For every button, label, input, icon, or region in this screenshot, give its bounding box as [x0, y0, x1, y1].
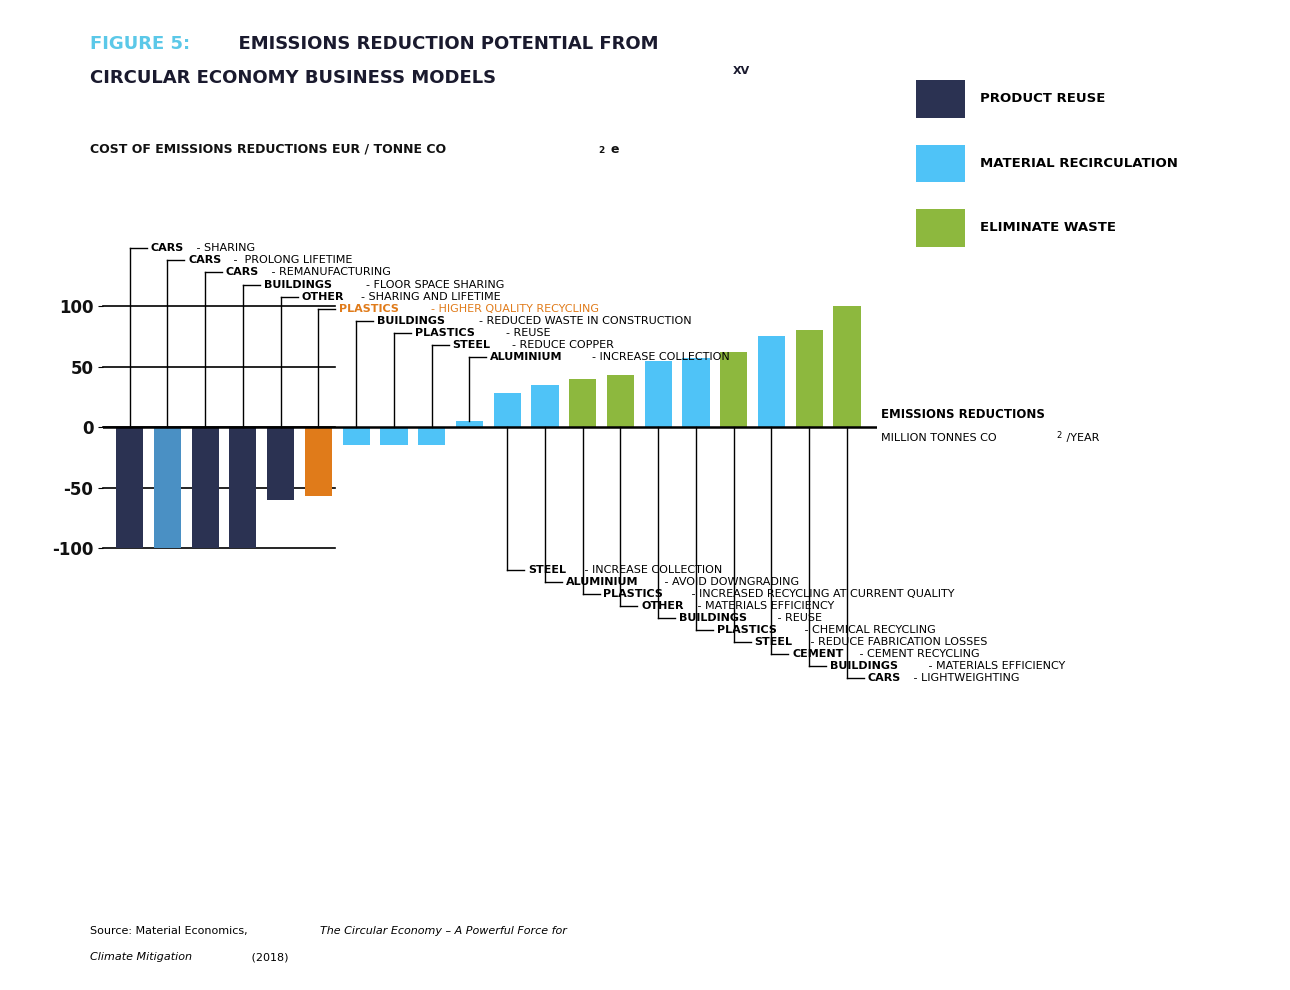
Text: - CHEMICAL RECYCLING: - CHEMICAL RECYCLING [801, 625, 935, 636]
Text: PLASTICS: PLASTICS [717, 625, 777, 636]
Bar [569, 379, 596, 427]
Text: BUILDINGS: BUILDINGS [679, 613, 747, 623]
Text: XV: XV [733, 66, 749, 76]
Bar [494, 393, 521, 427]
Text: ALUMINIUM: ALUMINIUM [490, 352, 562, 362]
Text: CEMENT: CEMENT [792, 649, 844, 659]
Bar [720, 352, 747, 427]
Text: EMISSIONS REDUCTION POTENTIAL FROM: EMISSIONS REDUCTION POTENTIAL FROM [226, 35, 658, 52]
Bar [343, 427, 370, 446]
Text: - MATERIALS EFFICIENCY: - MATERIALS EFFICIENCY [694, 601, 835, 611]
Text: COST OF EMISSIONS REDUCTIONS EUR / TONNE CO: COST OF EMISSIONS REDUCTIONS EUR / TONNE… [90, 143, 446, 155]
Text: CARS: CARS [188, 255, 222, 265]
Text: - REUSE: - REUSE [774, 613, 822, 623]
Text: - INCREASED RECYCLING AT CURRENT QUALITY: - INCREASED RECYCLING AT CURRENT QUALITY [688, 589, 955, 599]
Text: /YEAR: /YEAR [1063, 434, 1099, 444]
Bar [606, 375, 635, 427]
Bar [267, 427, 294, 500]
Text: STEEL: STEEL [453, 340, 490, 349]
Text: - FLOOR SPACE SHARING: - FLOOR SPACE SHARING [359, 279, 504, 289]
Text: BUILDINGS: BUILDINGS [377, 316, 445, 326]
Text: - REUSE: - REUSE [499, 328, 551, 338]
Bar [381, 427, 408, 446]
Text: - REDUCE COPPER: - REDUCE COPPER [506, 340, 614, 349]
Text: STEEL: STEEL [528, 564, 566, 575]
Text: The Circular Economy – A Powerful Force for: The Circular Economy – A Powerful Force … [320, 926, 566, 936]
Text: PLASTICS: PLASTICS [414, 328, 475, 338]
Text: - AVOID DOWNGRADING: - AVOID DOWNGRADING [660, 577, 799, 587]
Text: MILLION TONNES CO: MILLION TONNES CO [881, 434, 997, 444]
Bar [191, 427, 219, 548]
Text: PLASTICS: PLASTICS [339, 304, 399, 314]
Text: e: e [610, 143, 619, 155]
Bar [418, 427, 445, 446]
Text: MATERIAL RECIRCULATION: MATERIAL RECIRCULATION [980, 156, 1178, 170]
Bar [304, 427, 332, 496]
Bar [682, 358, 710, 427]
Text: CARS: CARS [226, 267, 259, 277]
Text: BUILDINGS: BUILDINGS [263, 279, 332, 289]
Text: - CEMENT RECYCLING: - CEMENT RECYCLING [855, 649, 979, 659]
Text: CARS: CARS [868, 673, 900, 683]
Text: - SHARING: - SHARING [192, 244, 254, 253]
Bar [531, 385, 559, 427]
Text: (2018): (2018) [248, 952, 288, 962]
Text: - MATERIALS EFFICIENCY: - MATERIALS EFFICIENCY [925, 661, 1066, 671]
Text: -  PROLONG LIFETIME: - PROLONG LIFETIME [231, 255, 352, 265]
Text: - INCREASE COLLECTION: - INCREASE COLLECTION [580, 564, 722, 575]
Text: - REDUCED WASTE IN CONSTRUCTION: - REDUCED WASTE IN CONSTRUCTION [472, 316, 691, 326]
Bar [455, 421, 482, 427]
Text: CIRCULAR ECONOMY BUSINESS MODELS: CIRCULAR ECONOMY BUSINESS MODELS [90, 69, 497, 87]
Text: PRODUCT REUSE: PRODUCT REUSE [980, 92, 1106, 106]
Text: 2: 2 [1057, 432, 1062, 441]
Text: - HIGHER QUALITY RECYCLING: - HIGHER QUALITY RECYCLING [423, 304, 599, 314]
Text: OTHER: OTHER [641, 601, 684, 611]
Text: Source: Material Economics,: Source: Material Economics, [90, 926, 252, 936]
Bar [645, 360, 672, 427]
Text: EMISSIONS REDUCTIONS: EMISSIONS REDUCTIONS [881, 408, 1045, 421]
Text: BUILDINGS: BUILDINGS [829, 661, 898, 671]
Text: ALUMINIUM: ALUMINIUM [566, 577, 639, 587]
Bar [759, 337, 786, 427]
Text: STEEL: STEEL [755, 638, 792, 647]
Text: PLASTICS: PLASTICS [604, 589, 663, 599]
Text: FIGURE 5:: FIGURE 5: [90, 35, 191, 52]
Bar [796, 331, 823, 427]
Text: - REDUCE FABRICATION LOSSES: - REDUCE FABRICATION LOSSES [808, 638, 988, 647]
Text: - SHARING AND LIFETIME: - SHARING AND LIFETIME [355, 292, 501, 302]
Bar [833, 306, 860, 427]
Bar [154, 427, 181, 548]
Bar [230, 427, 257, 548]
Text: 2: 2 [599, 146, 605, 154]
Text: - INCREASE COLLECTION: - INCREASE COLLECTION [586, 352, 730, 362]
Text: - REMANUFACTURING: - REMANUFACTURING [268, 267, 391, 277]
Text: ELIMINATE WASTE: ELIMINATE WASTE [980, 221, 1116, 235]
Bar [116, 427, 143, 548]
Text: Climate Mitigation: Climate Mitigation [90, 952, 192, 962]
Text: OTHER: OTHER [302, 292, 344, 302]
Text: - LIGHTWEIGHTING: - LIGHTWEIGHTING [909, 673, 1019, 683]
Text: CARS: CARS [151, 244, 183, 253]
